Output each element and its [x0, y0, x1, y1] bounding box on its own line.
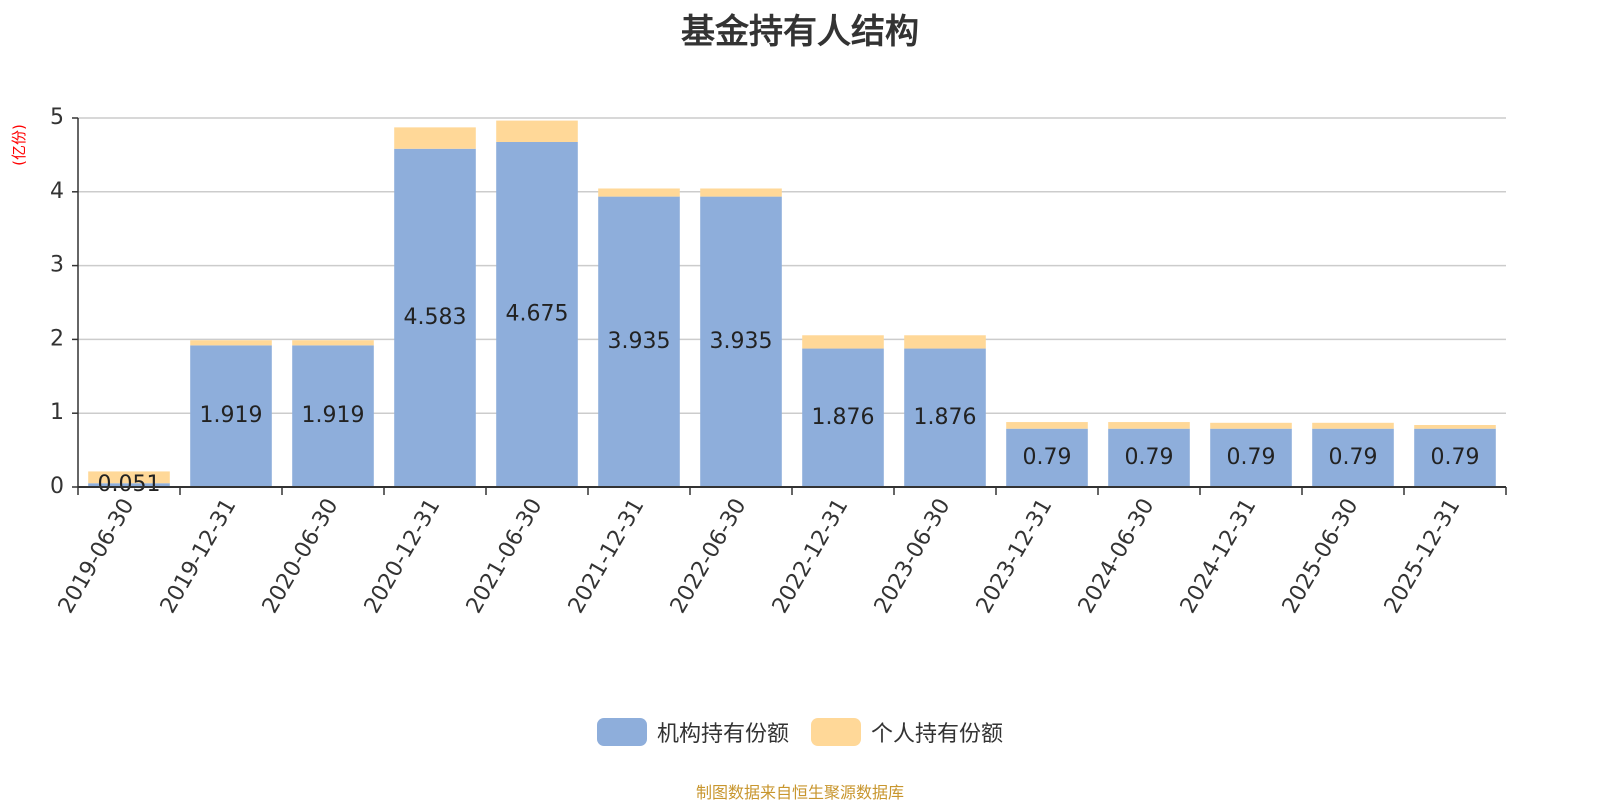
bar-individual-2024-06-30	[1108, 422, 1190, 429]
y-tick-label-5: 5	[50, 105, 64, 130]
bar-institutional-2025-06-30	[1312, 428, 1394, 487]
bar-individual-2023-12-31	[1006, 422, 1088, 429]
bar-individual-2024-12-31	[1210, 422, 1292, 429]
x-tick-label-2025-12-31: 2025-12-31	[1380, 495, 1466, 618]
bar-individual-2020-12-31	[394, 127, 476, 149]
bar-institutional-2022-06-30	[700, 196, 782, 488]
data-label-institutional-2023-12-31: 0.79	[1023, 445, 1072, 470]
bar-individual-2020-06-30	[292, 340, 374, 346]
data-label-institutional-2024-06-30: 0.79	[1125, 445, 1174, 470]
y-tick-label-2: 2	[50, 326, 64, 351]
bar-institutional-2019-12-31	[190, 345, 272, 487]
bar-institutional-2020-06-30	[292, 345, 374, 487]
legend-swatch-individual	[811, 718, 861, 746]
x-tick-label-2024-12-31: 2024-12-31	[1176, 495, 1262, 618]
legend: 机构持有份额 个人持有份额	[0, 716, 1600, 748]
bar-institutional-2021-12-31	[598, 196, 680, 488]
data-label-institutional-2019-12-31: 1.919	[200, 403, 263, 428]
bar-institutional-2021-06-30	[496, 141, 578, 488]
legend-swatch-institutional	[596, 718, 647, 746]
bar-institutional-2020-12-31	[394, 148, 476, 487]
x-tick-label-2023-12-31: 2023-12-31	[972, 495, 1058, 618]
bar-institutional-2025-12-31	[1414, 428, 1496, 487]
x-tick-label-2020-12-31: 2020-12-31	[360, 495, 446, 618]
y-tick-label-3: 3	[50, 253, 64, 278]
bar-institutional-2023-06-30	[904, 348, 986, 487]
bar-institutional-2019-06-30	[88, 483, 170, 487]
bar-individual-2023-06-30	[904, 335, 986, 349]
y-tick-label-1: 1	[50, 400, 64, 425]
bar-individual-2022-12-31	[802, 335, 884, 349]
bar-individual-2025-12-31	[1414, 425, 1496, 429]
data-label-institutional-2020-12-31: 4.583	[404, 305, 467, 330]
data-label-institutional-2023-06-30: 1.876	[914, 405, 977, 430]
bar-individual-2019-12-31	[190, 340, 272, 346]
data-label-institutional-2025-12-31: 0.79	[1431, 445, 1480, 470]
data-label-institutional-2022-06-30: 3.935	[710, 329, 773, 354]
x-tick-label-2022-12-31: 2022-12-31	[768, 495, 854, 618]
bar-individual-2021-12-31	[598, 188, 680, 197]
data-label-institutional-2024-12-31: 0.79	[1227, 445, 1276, 470]
chart-title: 基金持有人结构	[681, 12, 919, 52]
data-label-institutional-2021-12-31: 3.935	[608, 329, 671, 354]
x-tick-label-2021-12-31: 2021-12-31	[564, 495, 650, 618]
bar-institutional-2024-12-31	[1210, 428, 1292, 487]
data-label-institutional-2021-06-30: 4.675	[506, 301, 569, 326]
bar-institutional-2023-12-31	[1006, 428, 1088, 487]
x-tick-label-2025-06-30: 2025-06-30	[1278, 495, 1364, 618]
data-label-institutional-2025-06-30: 0.79	[1329, 445, 1378, 470]
x-tick-label-2020-06-30: 2020-06-30	[258, 495, 344, 618]
data-label-institutional-2019-06-30: 0.051	[98, 472, 161, 497]
bar-individual-2019-06-30	[88, 471, 170, 484]
x-tick-label-2024-06-30: 2024-06-30	[1074, 495, 1160, 618]
bar-institutional-2022-12-31	[802, 348, 884, 487]
bar-individual-2022-06-30	[700, 188, 782, 197]
legend-label-institutional: 机构持有份额	[656, 722, 789, 747]
x-tick-label-2019-06-30: 2019-06-30	[54, 495, 140, 618]
x-tick-label-2019-12-31: 2019-12-31	[156, 495, 242, 618]
data-label-institutional-2020-06-30: 1.919	[302, 403, 365, 428]
x-tick-label-2021-06-30: 2021-06-30	[462, 495, 548, 618]
bar-institutional-2024-06-30	[1108, 428, 1190, 487]
data-source-note: 制图数据来自恒生聚源数据库	[695, 783, 904, 800]
legend-item-institutional[interactable]: 机构持有份额	[596, 716, 789, 748]
legend-label-individual: 个人持有份额	[871, 722, 1004, 747]
bar-individual-2021-06-30	[496, 120, 578, 142]
y-tick-label-4: 4	[50, 179, 64, 204]
x-tick-label-2022-06-30: 2022-06-30	[666, 495, 752, 618]
x-tick-label-2023-06-30: 2023-06-30	[870, 495, 956, 618]
legend-item-individual[interactable]: 个人持有份额	[811, 716, 1003, 748]
bar-individual-2025-06-30	[1312, 422, 1394, 429]
data-label-institutional-2022-12-31: 1.876	[812, 405, 875, 430]
y-tick-label-0: 0	[50, 474, 64, 499]
